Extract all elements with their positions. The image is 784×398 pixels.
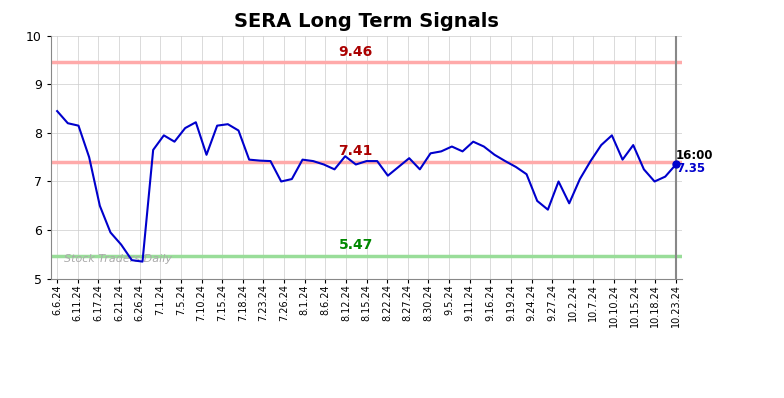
Text: 16:00: 16:00: [676, 149, 713, 162]
Title: SERA Long Term Signals: SERA Long Term Signals: [234, 12, 499, 31]
Text: 5.47: 5.47: [339, 238, 373, 252]
Text: 9.46: 9.46: [339, 45, 372, 59]
Text: 7.35: 7.35: [676, 162, 705, 175]
Text: 7.41: 7.41: [339, 144, 373, 158]
Text: Stock Traders Daily: Stock Traders Daily: [64, 254, 172, 264]
